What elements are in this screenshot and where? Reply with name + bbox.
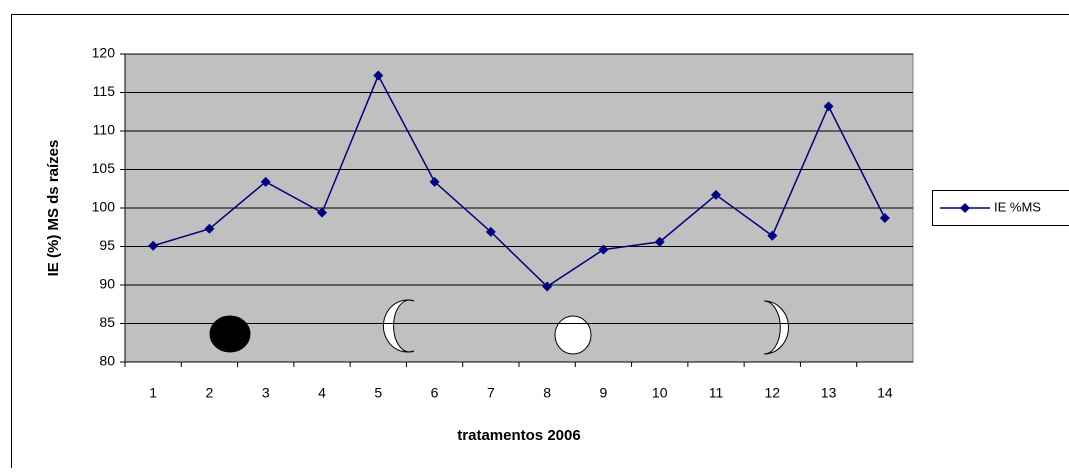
x-tick-label: 3 [262,385,270,401]
y-tick-label: 100 [92,199,116,215]
new-moon [210,316,250,352]
x-tick-label: 11 [709,385,724,401]
y-tick-label: 105 [92,160,116,176]
y-tick-label: 80 [99,353,115,369]
y-tick-label: 95 [99,237,115,253]
y-tick-label: 85 [99,314,115,330]
x-tick-label: 13 [821,385,837,401]
x-tick-label: 12 [764,385,780,401]
x-tick-label: 14 [877,385,893,401]
x-tick-label: 10 [652,385,668,401]
y-tick-label: 120 [92,45,116,61]
x-tick-label: 8 [543,385,551,401]
x-tick-label: 1 [149,385,157,401]
y-tick-label: 115 [93,83,116,99]
y-axis-label: IE (%) MS ds raízes [45,140,62,277]
y-tick-label: 90 [99,276,115,292]
x-tick-label: 5 [374,385,382,401]
x-axis-label: tratamentos 2006 [457,427,580,444]
x-tick-label: 6 [431,385,439,401]
legend-label: IE %MS [994,199,1041,214]
x-tick-label: 9 [600,385,608,401]
x-tick-label: 4 [318,385,326,401]
full-moon [555,316,591,354]
x-tick-label: 7 [487,385,495,401]
x-tick-label: 2 [206,385,214,401]
y-tick-label: 110 [93,122,116,138]
